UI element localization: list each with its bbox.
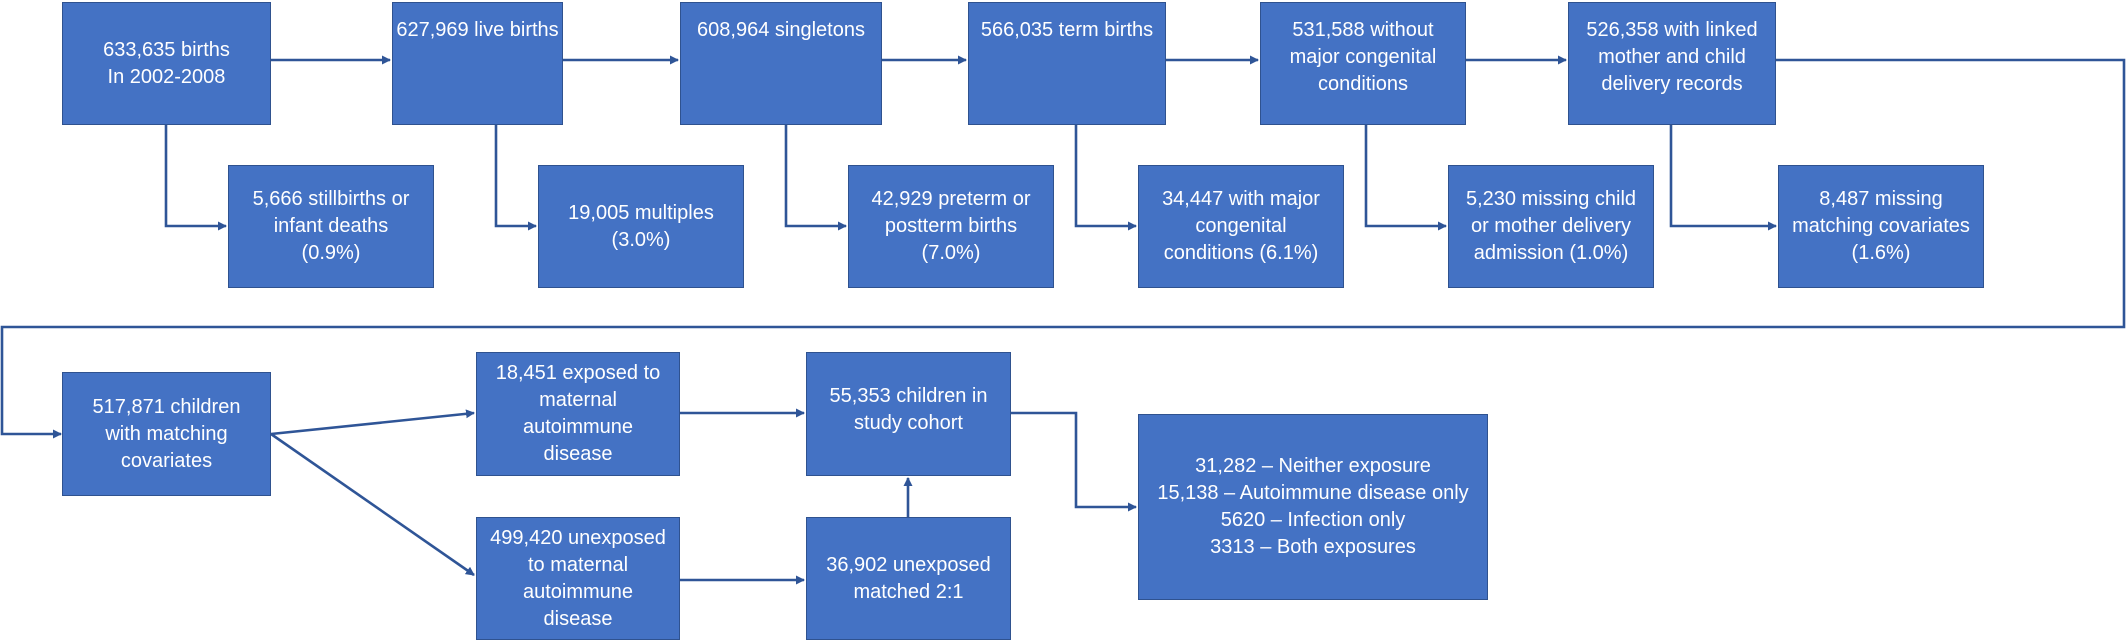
box-excl-congenital-line-3: conditions (6.1%) (1163, 242, 1319, 264)
box-exposed-line-3: autoimmune (522, 416, 634, 438)
box-linked-records: 526,358 with linked mother and child del… (1568, 2, 1776, 125)
box-matching-covariates-line-1: 517,871 children (92, 395, 241, 418)
box-excl-preterm-line-1: 42,929 preterm or (871, 188, 1031, 210)
box-excl-missing-covariates: 8,487 missing matching covariates (1.6%) (1778, 165, 1984, 288)
box-study-cohort-line-2: study cohort (854, 412, 963, 434)
box-excl-preterm-line-3: (7.0%) (921, 242, 981, 264)
box-excl-congenital-line-1: 34,447 with major (1162, 188, 1320, 210)
box-exposure-breakdown-line-2: 15,138 – Autoimmune disease only (1157, 482, 1469, 504)
box-no-congenital-line-3: conditions (1317, 73, 1409, 95)
box-unexposed-line-2: to maternal (527, 553, 629, 576)
box-exposed-line-1: 18,451 exposed to (495, 362, 661, 384)
box-excl-multiples: 19,005 multiples (3.0%) (538, 165, 744, 288)
box-excl-missing-delivery-line-2: or mother delivery (1470, 215, 1632, 237)
box-excl-missing-covariates-line-2: matching covariates (1792, 215, 1970, 237)
arrow-excl-stillbirths (164, 125, 227, 231)
box-unexposed-matched-line-2: matched 2:1 (853, 580, 964, 603)
box-unexposed-line-3: autoimmune (522, 580, 634, 603)
arrow-matching-to-exposed (270, 409, 475, 436)
box-no-congenital: 531,588 without major congenital conditi… (1260, 2, 1466, 125)
box-live-births: 627,969 live births (392, 2, 563, 125)
box-births-line-2: In 2002-2008 (107, 65, 226, 88)
box-excl-missing-delivery: 5,230 missing child or mother delivery a… (1448, 165, 1654, 288)
box-births: 633,635 births In 2002-2008 (62, 2, 271, 125)
box-unexposed-line-4: disease (543, 607, 613, 630)
box-excl-stillbirths-line-3: (0.9%) (301, 242, 361, 264)
box-singletons: 608,964 singletons (680, 2, 882, 125)
box-excl-preterm-line-2: postterm births (884, 215, 1018, 237)
box-exposure-breakdown: 31,282 – Neither exposure 15,138 – Autoi… (1138, 414, 1488, 600)
box-matching-covariates-line-3: covariates (120, 449, 213, 472)
box-study-cohort: 55,353 children in study cohort (806, 352, 1011, 476)
box-exposure-breakdown-line-4: 3313 – Both exposures (1210, 536, 1416, 558)
arrow-cohort-to-breakdown (1011, 411, 1137, 512)
box-study-cohort-line-1: 55,353 children in (829, 385, 988, 407)
box-exposed-line-4: disease (543, 443, 613, 465)
box-matching-covariates: 517,871 children with matching covariate… (62, 372, 271, 496)
box-linked-records-line-2: mother and child (1598, 46, 1746, 68)
arrow-excl-multiples (494, 125, 537, 231)
box-exposure-breakdown-line-3: 5620 – Infection only (1220, 509, 1406, 531)
box-unexposed-matched: 36,902 unexposed matched 2:1 (806, 517, 1011, 640)
box-excl-multiples-line-1: 19,005 multiples (568, 201, 714, 224)
box-excl-missing-covariates-line-1: 8,487 missing (1819, 188, 1943, 210)
box-linked-records-line-1: 526,358 with linked (1586, 19, 1758, 41)
box-live-births-line-1: 627,969 live births (396, 19, 559, 41)
box-term-births-line-1: 566,035 term births (980, 19, 1154, 41)
box-excl-congenital-line-2: congenital (1195, 215, 1287, 237)
box-excl-multiples-line-2: (3.0%) (611, 228, 671, 251)
arrow-linked-to-matching (0, 58, 2126, 439)
box-excl-congenital: 34,447 with major congenital conditions … (1138, 165, 1344, 288)
arrow-excl-congenital (1074, 125, 1137, 231)
box-excl-preterm: 42,929 preterm or postterm births (7.0%) (848, 165, 1054, 288)
arrow-matching-to-unexposed (270, 432, 475, 577)
box-excl-missing-covariates-line-3: (1.6%) (1851, 242, 1911, 264)
box-term-births: 566,035 term births (968, 2, 1166, 125)
box-unexposed: 499,420 unexposed to maternal autoimmune… (476, 517, 680, 640)
arrow-excl-missing-delivery (1364, 125, 1447, 231)
box-no-congenital-line-2: major congenital (1289, 46, 1437, 68)
box-unexposed-matched-line-1: 36,902 unexposed (826, 553, 991, 576)
box-births-line-1: 633,635 births (103, 38, 230, 61)
box-exposure-breakdown-line-1: 31,282 – Neither exposure (1195, 455, 1431, 477)
box-exposed-line-2: maternal (539, 389, 617, 411)
box-excl-stillbirths-line-2: infant deaths (273, 215, 389, 237)
box-excl-stillbirths: 5,666 stillbirths or infant deaths (0.9%… (228, 165, 434, 288)
box-linked-records-line-3: delivery records (1601, 73, 1743, 95)
box-no-congenital-line-1: 531,588 without (1292, 19, 1434, 41)
box-exposed: 18,451 exposed to maternal autoimmune di… (476, 352, 680, 476)
box-singletons-line-1: 608,964 singletons (697, 19, 865, 41)
arrow-excl-missing-covariates (1669, 125, 1777, 231)
box-excl-stillbirths-line-1: 5,666 stillbirths or (252, 188, 410, 210)
arrow-excl-preterm (784, 125, 847, 231)
box-excl-missing-delivery-line-1: 5,230 missing child (1465, 188, 1637, 210)
box-excl-missing-delivery-line-3: admission (1.0%) (1473, 242, 1629, 264)
box-unexposed-line-1: 499,420 unexposed (490, 526, 666, 549)
box-matching-covariates-line-2: with matching (105, 422, 228, 445)
